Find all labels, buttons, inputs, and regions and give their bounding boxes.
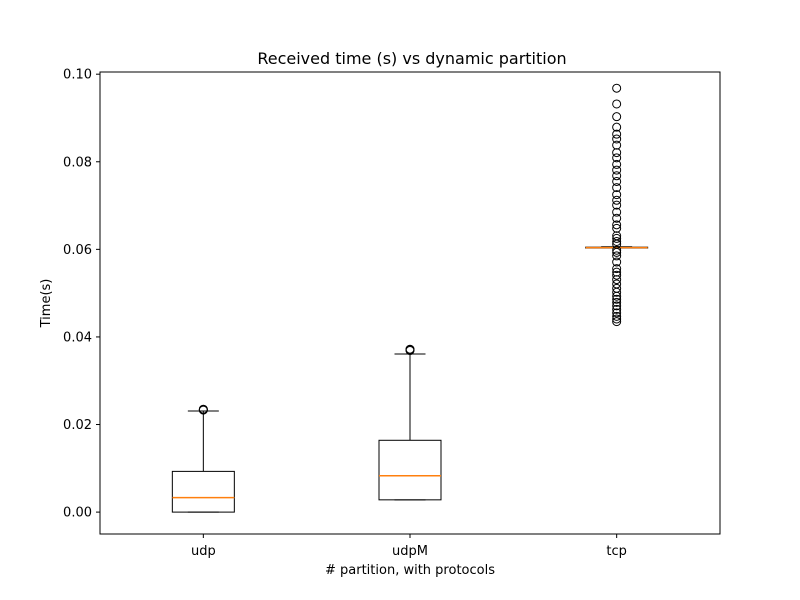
x-tick-label: udp [191,544,216,559]
outlier-point [612,236,622,246]
outlier-point [612,223,622,233]
y-tick-label: 0.08 [63,155,92,170]
box-tcp [585,83,649,327]
iqr-box [378,439,442,501]
outlier-point [612,314,622,324]
y-tick-label: 0.02 [63,418,92,433]
outlier-point [612,159,622,169]
x-tick-label: tcp [606,544,627,559]
outlier-point [612,270,622,280]
y-tick-label: 0.06 [63,243,92,258]
outlier-point [612,275,622,285]
outlier-point [612,311,622,321]
outlier-point [612,213,622,223]
outlier-point [612,148,622,158]
outlier-point [612,176,622,186]
outlier-point [612,294,622,304]
outlier-point [612,190,622,200]
x-axis-label: # partition, with protocols [325,563,495,578]
outlier-point [198,404,208,414]
outlier-point [612,304,622,314]
outlier-point [612,195,622,205]
outlier-point [612,257,622,267]
outlier-point [612,220,622,230]
plot-area-frame [99,71,721,535]
outlier-point [612,301,622,311]
outlier-point [612,165,622,175]
x-tick-label: udpM [392,544,428,559]
outlier-point [612,134,622,144]
outlier-point [405,344,415,354]
x-axis: udp udpM tcp [191,534,627,559]
outlier-point [612,231,622,241]
outlier-point [612,279,622,289]
box-series [171,83,649,513]
y-tick-label: 0.00 [63,506,92,521]
box-udpM [378,344,442,501]
outlier-point [612,251,622,261]
outlier-point [612,183,622,193]
outlier-point [612,267,622,277]
outlier-point [612,317,622,327]
chart-title: Received time (s) vs dynamic partition [257,49,566,68]
box-udp [171,404,235,513]
y-axis-label: Time(s) [39,279,54,329]
outlier-point [612,99,622,109]
outlier-point [612,308,622,318]
outlier-point [612,171,622,181]
outlier-point [612,233,622,243]
outlier-point [612,122,622,132]
outlier-point [612,153,622,163]
iqr-box [171,470,235,513]
outlier-point [612,245,622,255]
outlier-point [612,207,622,217]
outlier-point [612,264,622,274]
outlier-point [612,297,622,307]
outlier-point [612,283,622,293]
outlier-point [612,140,622,150]
y-tick-label: 0.10 [63,68,92,83]
y-tick-label: 0.04 [63,330,92,345]
outlier-point [612,200,622,210]
outlier-point [612,129,622,139]
y-axis: 0.00 0.02 0.04 0.06 0.08 0.10 [63,68,100,521]
outlier-point [612,83,622,93]
outlier-point [612,112,622,122]
